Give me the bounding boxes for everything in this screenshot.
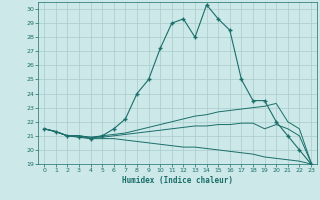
X-axis label: Humidex (Indice chaleur): Humidex (Indice chaleur) bbox=[122, 176, 233, 185]
